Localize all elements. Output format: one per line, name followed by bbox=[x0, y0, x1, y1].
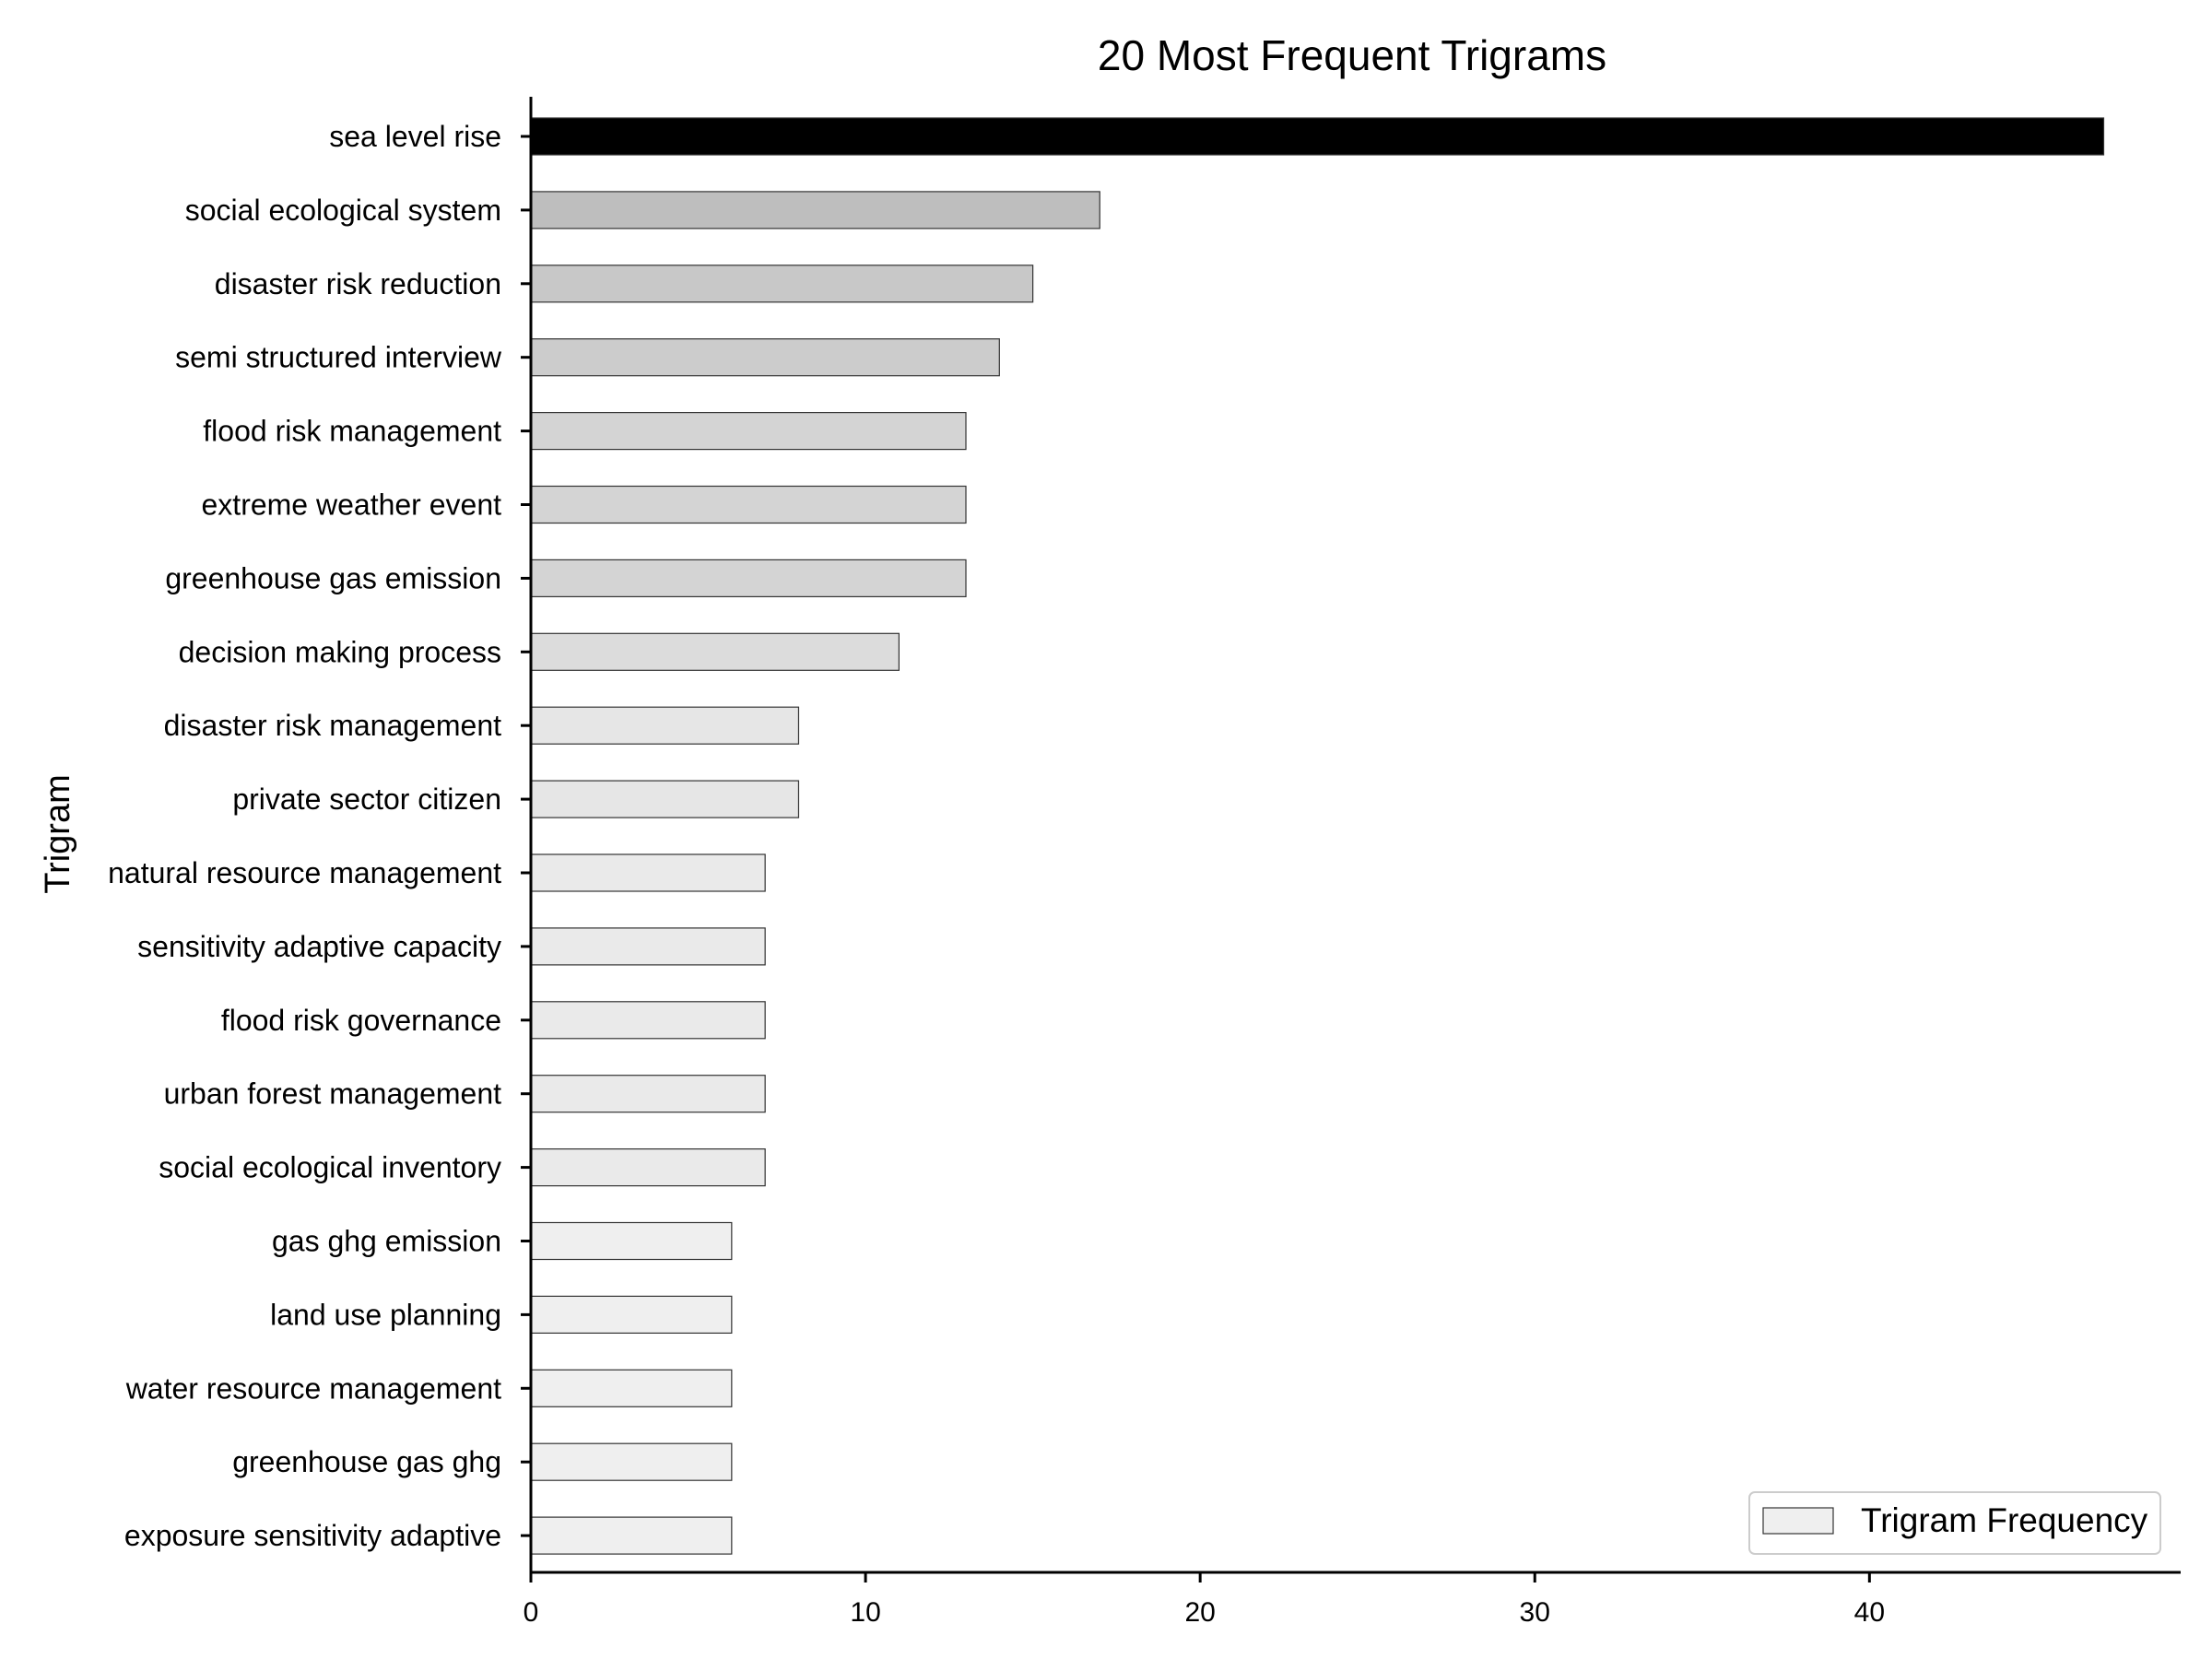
x-axis-ticks: 0 10 20 30 40 bbox=[524, 1572, 1885, 1628]
y-tick-label: decision making process bbox=[179, 635, 501, 668]
y-tick-label: natural resource management bbox=[108, 856, 501, 889]
legend-label: Trigram Frequency bbox=[1861, 1501, 2148, 1539]
legend-swatch bbox=[1762, 1507, 1834, 1535]
y-tick-label: social ecological system bbox=[185, 194, 501, 227]
x-tick-label: 40 bbox=[1854, 1597, 1885, 1628]
y-tick-label: extreme weather event bbox=[202, 488, 502, 522]
bar bbox=[530, 191, 1100, 229]
y-axis-label: Trigram bbox=[39, 774, 77, 893]
y-tick-label: water resource management bbox=[125, 1371, 501, 1405]
bar bbox=[530, 1295, 733, 1335]
y-tick-label: social ecological inventory bbox=[159, 1151, 501, 1184]
bar bbox=[530, 265, 1034, 303]
y-tick-label: sea level rise bbox=[329, 120, 501, 153]
bar bbox=[530, 412, 967, 451]
y-tick-label: sensitivity adaptive capacity bbox=[137, 930, 501, 963]
chart-title: 20 Most Frequent Trigrams bbox=[1098, 31, 1606, 79]
x-tick-label: 30 bbox=[1520, 1597, 1550, 1628]
y-tick-label: land use planning bbox=[270, 1298, 501, 1331]
legend: Trigram Frequency bbox=[1748, 1491, 2161, 1555]
bar bbox=[530, 559, 967, 598]
bar bbox=[530, 706, 800, 745]
bar bbox=[530, 1075, 766, 1113]
y-tick-label: flood risk management bbox=[203, 415, 501, 448]
x-tick-label: 20 bbox=[1184, 1597, 1215, 1628]
bar bbox=[530, 853, 766, 892]
y-tick-label: disaster risk management bbox=[164, 709, 501, 742]
bar bbox=[530, 117, 2105, 156]
bar bbox=[530, 632, 900, 671]
bars-group bbox=[530, 117, 2105, 1555]
bar bbox=[530, 1442, 733, 1481]
y-tick-label: gas ghg emission bbox=[272, 1225, 501, 1258]
bar bbox=[530, 780, 800, 818]
bar bbox=[530, 338, 1000, 377]
bar bbox=[530, 1001, 766, 1040]
x-tick-label: 0 bbox=[524, 1597, 539, 1628]
y-tick-label: urban forest management bbox=[164, 1077, 502, 1111]
y-tick-label: exposure sensitivity adaptive bbox=[124, 1519, 501, 1552]
y-axis-ticks: sea level rise social ecological system di… bbox=[108, 120, 531, 1552]
bar bbox=[530, 1516, 733, 1555]
bar bbox=[530, 927, 766, 966]
y-tick-label: semi structured interview bbox=[175, 341, 502, 374]
y-tick-label: flood risk governance bbox=[221, 1004, 501, 1037]
x-tick-label: 10 bbox=[850, 1597, 880, 1628]
bar bbox=[530, 485, 967, 524]
y-tick-label: greenhouse gas ghg bbox=[232, 1445, 501, 1478]
y-tick-label: greenhouse gas emission bbox=[165, 561, 501, 594]
bar bbox=[530, 1221, 733, 1261]
bar bbox=[530, 1147, 766, 1187]
bar bbox=[530, 1369, 733, 1407]
legend-box bbox=[1748, 1491, 2161, 1555]
y-tick-label: private sector citizen bbox=[232, 782, 501, 816]
y-tick-label: disaster risk reduction bbox=[215, 267, 501, 300]
